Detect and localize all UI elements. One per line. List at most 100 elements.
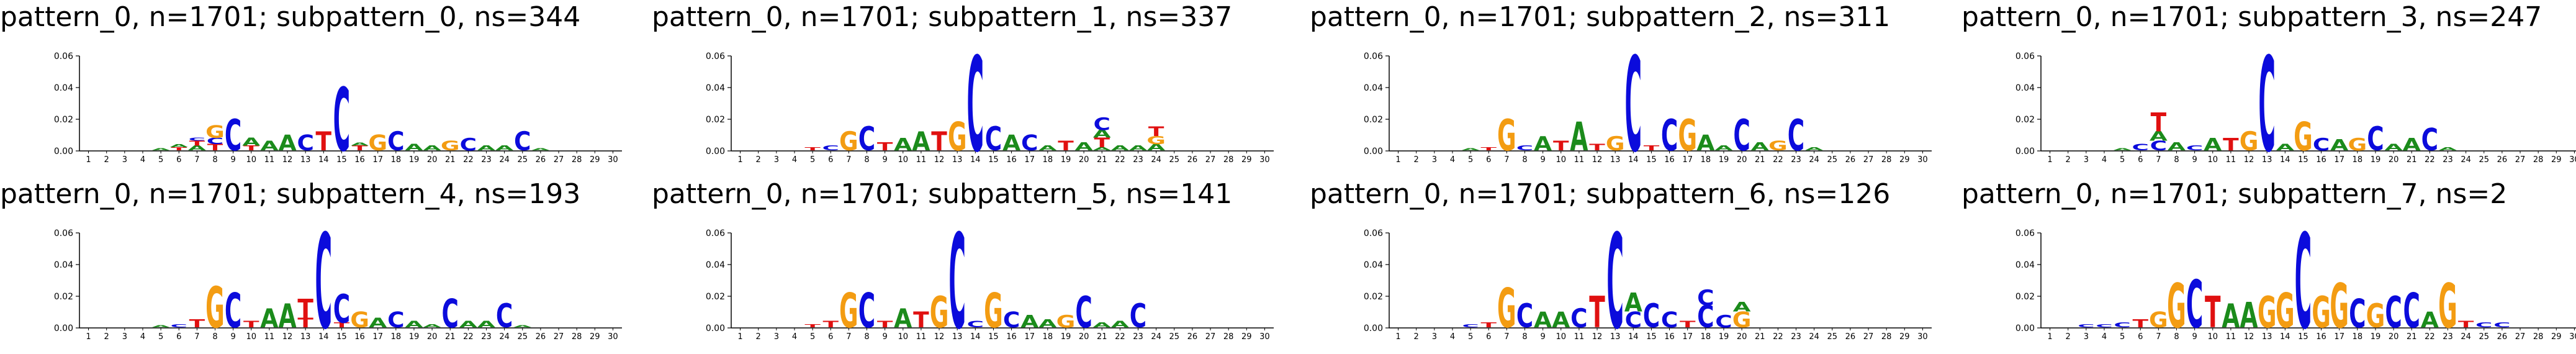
chart-title: pattern_0, n=1701; subpattern_4, ns=193 — [0, 178, 581, 210]
logo-letter-t: T — [297, 315, 313, 330]
logo-letter-a: A — [1020, 311, 1038, 332]
x-tick-label: 30 — [2569, 332, 2576, 342]
y-tick-label: 0.02 — [2015, 115, 2035, 125]
x-tick-label: 30 — [1917, 155, 1928, 165]
logo-letter-c: C — [225, 284, 241, 339]
x-tick-label: 9 — [230, 155, 235, 165]
x-tick-label: 4 — [140, 332, 145, 342]
logo-letter-t: T — [297, 294, 313, 325]
x-tick-label: 18 — [1701, 332, 1711, 342]
logo-letter-t: T — [822, 319, 839, 329]
x-tick-label: 19 — [409, 332, 420, 342]
x-tick-label: 10 — [2207, 155, 2218, 165]
x-tick-label: 6 — [2138, 332, 2143, 342]
y-tick-label: 0.04 — [1364, 83, 1383, 93]
y-tick-label: 0.06 — [1364, 229, 1383, 238]
x-tick-label: 13 — [1610, 155, 1621, 165]
y-tick-label: 0.02 — [706, 115, 725, 125]
logo-letter-a: A — [1552, 307, 1570, 333]
x-tick-label: 14 — [970, 332, 981, 342]
logo-panel: 0.00 0.02 0.04 0.06 1 2 3 4 5 6 7 8 9 10 11 12 13 14 15 16 1… — [1961, 0, 2576, 177]
x-tick-label: 15 — [336, 155, 347, 165]
logo-letter-c: C — [387, 127, 404, 157]
logo-letter-t: T — [243, 319, 259, 329]
x-tick-label: 14 — [2280, 332, 2290, 342]
x-tick-label: 29 — [590, 155, 600, 165]
logo-letter-a: A — [912, 127, 930, 157]
x-tick-label: 7 — [1504, 155, 1509, 165]
logo-letter-c: C — [2295, 206, 2312, 354]
y-tick-label: 0.00 — [54, 147, 73, 157]
x-tick-label: 25 — [2479, 332, 2489, 342]
x-tick-label: 27 — [1205, 332, 1216, 342]
x-tick-label: 3 — [2084, 332, 2089, 342]
logo-letter-a: A — [1111, 145, 1130, 152]
x-tick-label: 13 — [300, 155, 311, 165]
logo-letter-a: A — [152, 148, 171, 151]
x-tick-label: 21 — [2407, 155, 2417, 165]
logo-letter-c: C — [1697, 284, 1714, 311]
x-tick-label: 12 — [282, 155, 293, 165]
x-tick-label: 7 — [2156, 155, 2161, 165]
x-tick-label: 28 — [1223, 155, 1234, 165]
x-tick-label: 1 — [737, 155, 742, 165]
x-tick-label: 11 — [1574, 332, 1585, 342]
x-tick-label: 6 — [176, 332, 181, 342]
logo-panel: 0.00 0.02 0.04 0.06 1 2 3 4 5 6 7 8 9 10 11 12 13 14 15 16 1… — [1310, 177, 1949, 354]
logo-letter-c: C — [1715, 311, 1732, 332]
x-tick-label: 12 — [934, 155, 945, 165]
logo-letter-t: T — [316, 127, 332, 157]
y-tick-label: 0.04 — [54, 83, 73, 93]
x-tick-label: 3 — [122, 155, 127, 165]
x-tick-label: 15 — [988, 155, 999, 165]
x-tick-label: 11 — [264, 332, 275, 342]
x-tick-label: 11 — [1574, 155, 1585, 165]
logo-letter-c: C — [1625, 29, 1642, 177]
x-tick-label: 28 — [572, 155, 582, 165]
x-tick-label: 14 — [970, 155, 981, 165]
x-tick-label: 14 — [1628, 155, 1639, 165]
y-tick-label: 0.04 — [706, 83, 725, 93]
logo-letter-g: G — [1768, 138, 1788, 153]
logo-letter-a: A — [279, 130, 297, 156]
x-tick-label: 25 — [2479, 155, 2489, 165]
x-tick-label: 4 — [140, 155, 145, 165]
logo-letter-c: C — [297, 130, 313, 156]
x-tick-label: 21 — [1097, 332, 1107, 342]
x-tick-label: 21 — [1755, 332, 1765, 342]
x-tick-label: 17 — [2334, 332, 2344, 342]
y-tick-label: 0.06 — [1364, 52, 1383, 61]
x-tick-label: 17 — [372, 155, 383, 165]
y-tick-label: 0.02 — [54, 292, 73, 302]
y-tick-label: 0.02 — [2015, 292, 2035, 302]
x-tick-label: 8 — [1522, 155, 1527, 165]
logo-letter-c: C — [858, 284, 875, 339]
x-tick-label: 9 — [1540, 332, 1545, 342]
x-tick-label: 23 — [1791, 332, 1801, 342]
logo-letter-g: G — [2167, 271, 2186, 342]
logo-letter-c: C — [1606, 206, 1623, 354]
x-tick-label: 21 — [445, 155, 456, 165]
x-tick-label: 2 — [756, 332, 761, 342]
logo-letter-g: G — [1056, 311, 1076, 332]
logo-letter-t: T — [1553, 138, 1569, 153]
x-tick-label: 1 — [1395, 155, 1400, 165]
x-tick-label: 6 — [2138, 155, 2143, 165]
sequence-logo-chart: 0.000.020.040.061 2 3 4 5 6 7 8 9 10 11 12 13 14 15 16 1… — [1364, 29, 1932, 177]
x-tick-label: 20 — [2389, 332, 2399, 342]
logo-letter-c: C — [2475, 322, 2492, 329]
logo-panel: 0.00 0.02 0.04 0.06 1 2 3 4 5 6 7 8 9 10 11 12 13 14 15 16 1… — [652, 0, 1291, 177]
logo-letter-a: A — [2204, 134, 2222, 155]
x-tick-label: 4 — [1450, 155, 1455, 165]
x-tick-label: 16 — [1006, 155, 1017, 165]
x-tick-label: 26 — [1187, 332, 1198, 342]
chart-title: pattern_0, n=1701; subpattern_2, ns=311 — [1310, 1, 1891, 33]
x-tick-label: 14 — [1628, 332, 1639, 342]
x-tick-label: 27 — [1205, 155, 1216, 165]
logo-letter-g: G — [1606, 133, 1625, 155]
y-tick-label: 0.04 — [2015, 83, 2035, 93]
x-tick-label: 30 — [1259, 332, 1270, 342]
logo-letter-a: A — [1038, 145, 1057, 152]
sequence-logo-chart: 0.000.020.040.061 2 3 4 5 6 7 8 9 10 11 12 13 14 15 16 1… — [706, 29, 1274, 177]
x-tick-label: 25 — [517, 155, 528, 165]
